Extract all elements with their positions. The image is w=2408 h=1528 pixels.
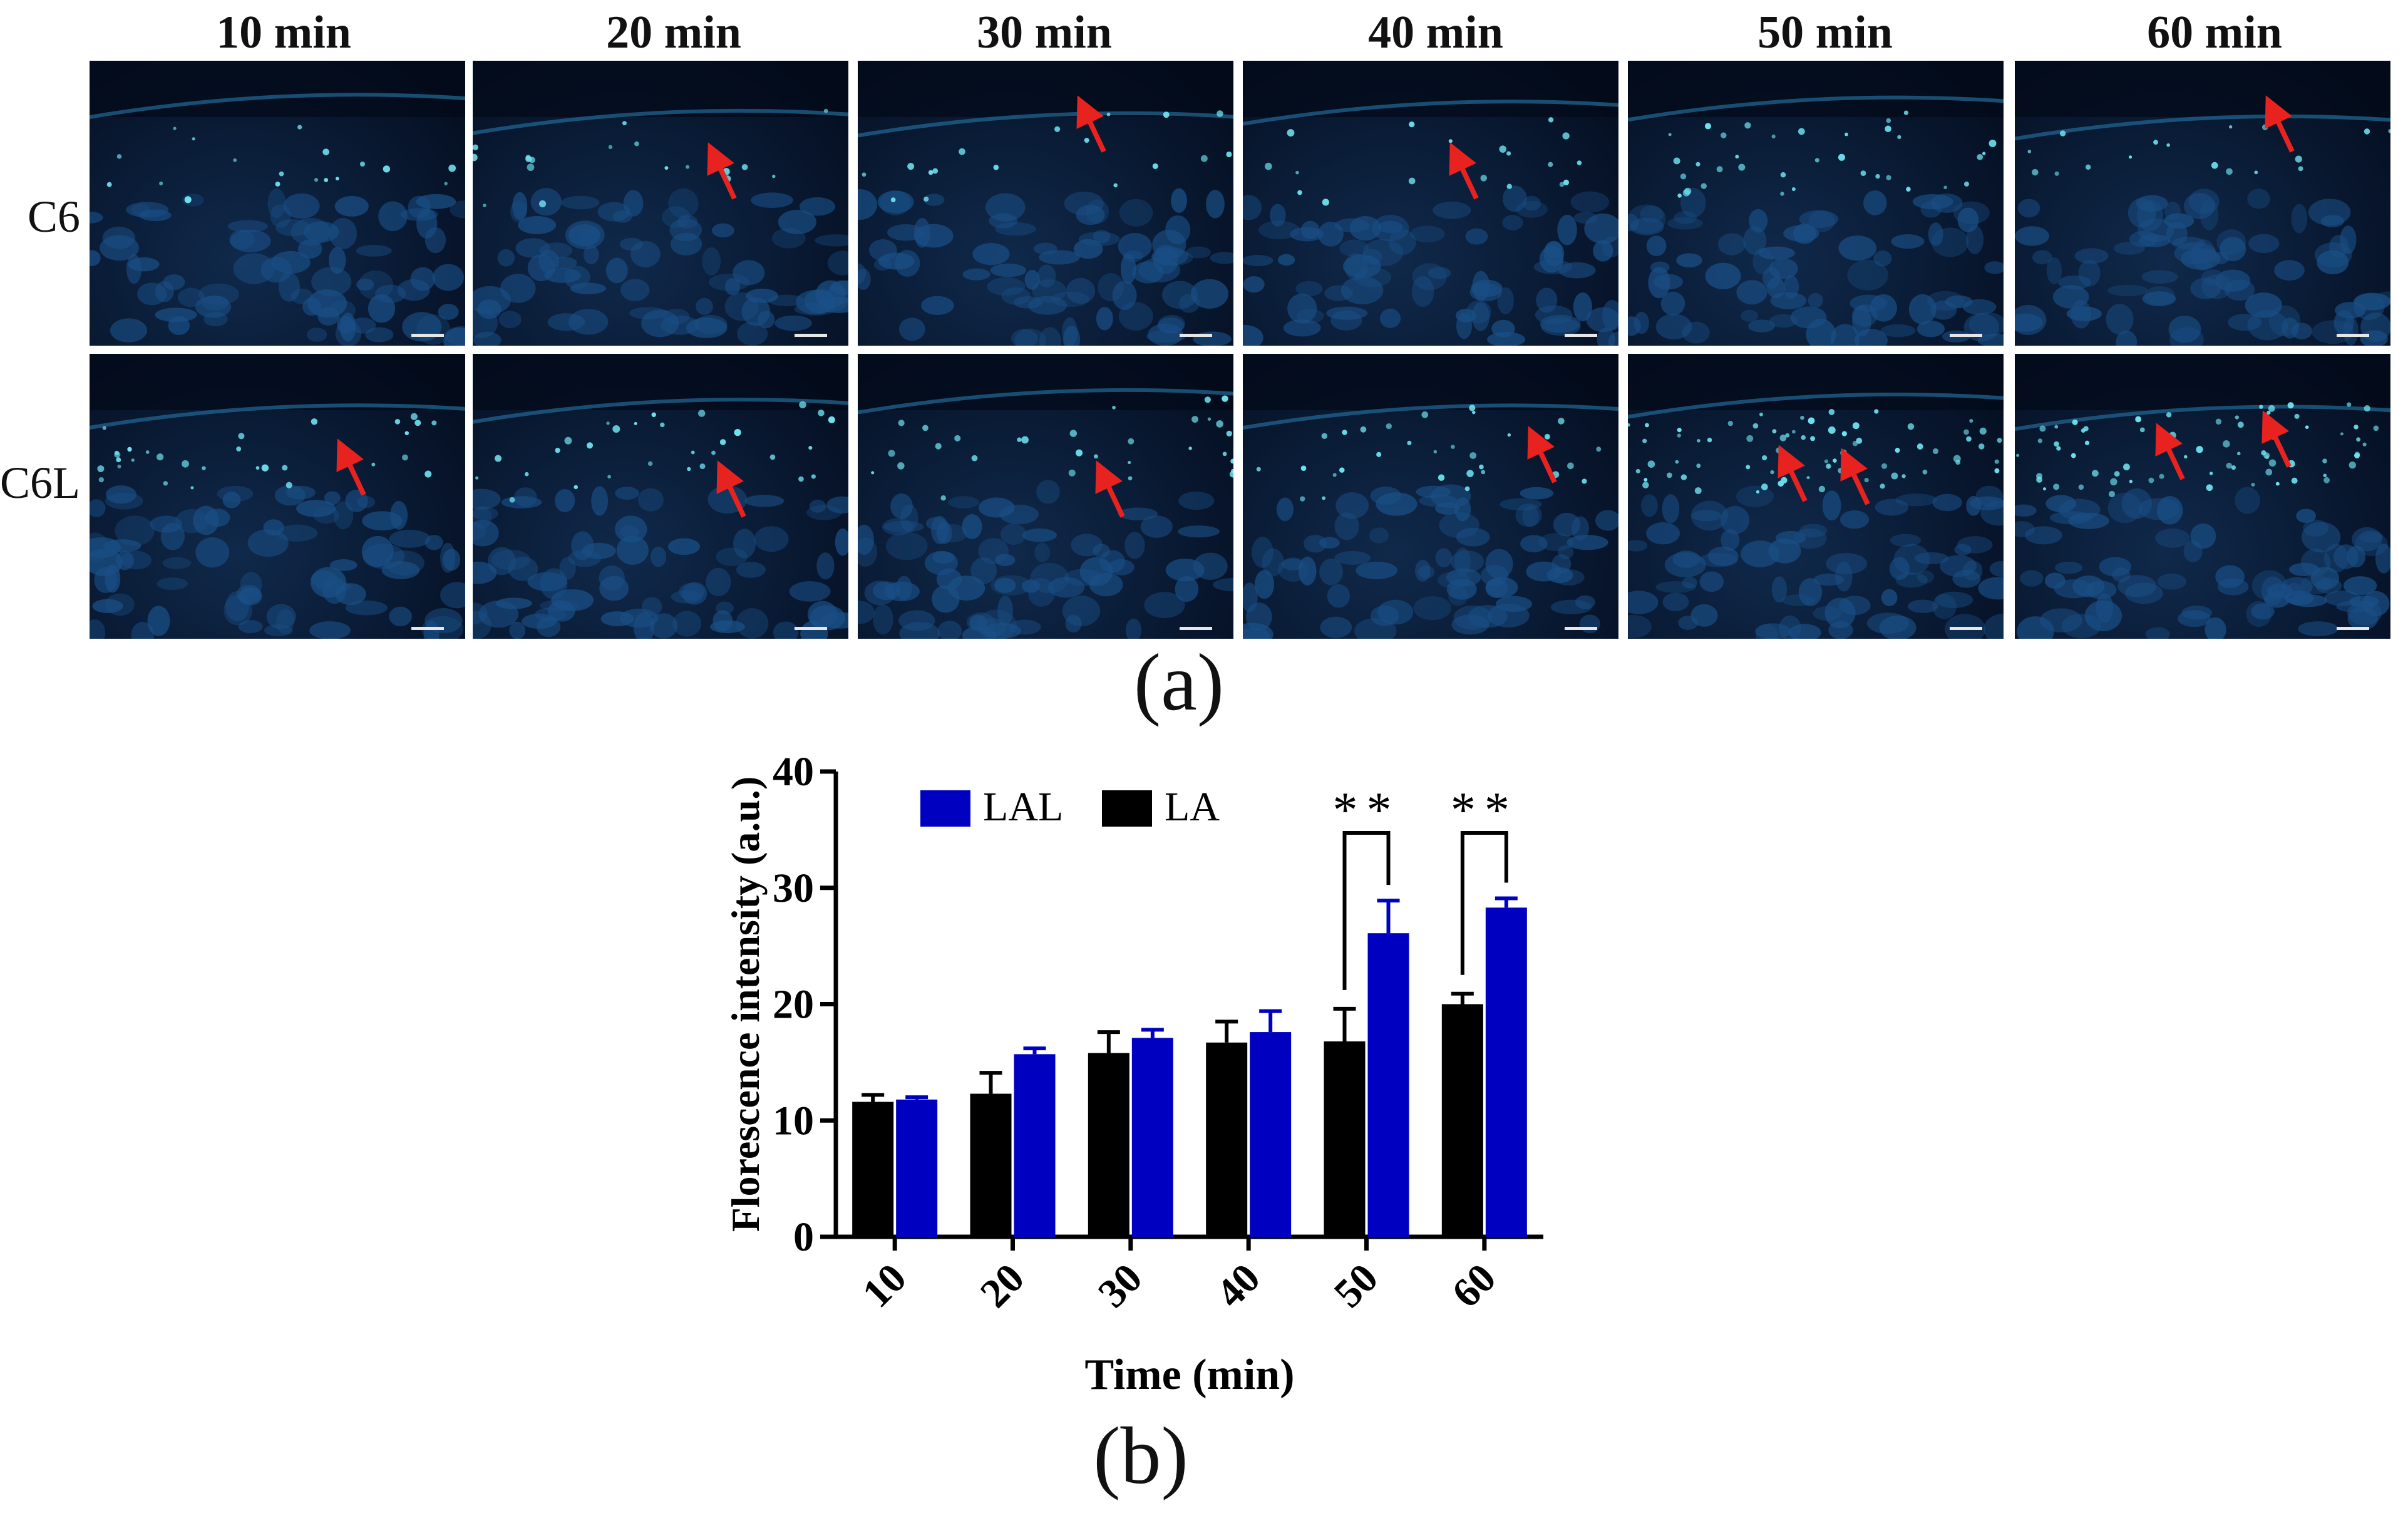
red-arrow — [1076, 95, 1106, 153]
column-header-50-min: 50 min — [1757, 7, 1893, 58]
micrograph-c6l-30-min — [858, 354, 1233, 639]
bar-lal-40 — [1250, 1032, 1292, 1237]
scale-bar — [1565, 334, 1597, 337]
scale-bar — [1180, 627, 1212, 630]
scale-bar — [795, 627, 827, 630]
scale-bar — [795, 334, 827, 337]
significance-label-50: ** — [1333, 783, 1401, 838]
bar-la-40 — [1206, 1042, 1248, 1237]
y-tick-label: 0 — [793, 1214, 814, 1260]
bar-lal-50 — [1367, 933, 1409, 1237]
row-label-c6l: C6L — [0, 458, 81, 508]
y-tick-label: 20 — [773, 982, 814, 1028]
bar-la-30 — [1088, 1053, 1129, 1237]
red-arrow — [716, 460, 746, 518]
bar-lal-60 — [1485, 907, 1527, 1237]
micrograph-c6l-20-min — [473, 354, 848, 639]
red-arrow — [1527, 426, 1557, 483]
bar-lal-10 — [896, 1099, 938, 1237]
red-arrow — [2265, 95, 2295, 153]
legend-swatch-la — [1102, 790, 1152, 827]
row-label-c6: C6 — [28, 192, 81, 242]
micrograph-c6-60-min — [2015, 61, 2390, 346]
micrograph-c6-50-min — [1628, 61, 2004, 346]
y-tick-label: 40 — [773, 749, 814, 795]
scale-bar — [1180, 334, 1212, 337]
legend-swatch-lal — [920, 790, 970, 827]
scale-bar — [411, 627, 444, 630]
micrograph-c6-40-min — [1243, 61, 1618, 346]
red-arrow — [1449, 142, 1479, 200]
significance-label-60: ** — [1451, 783, 1518, 838]
bar-la-50 — [1324, 1041, 1366, 1237]
y-tick-label: 10 — [773, 1098, 814, 1143]
x-tick-label: 20 — [972, 1255, 1033, 1316]
significance-bracket-60 — [1460, 831, 1508, 975]
x-axis-label: Time (min) — [1084, 1351, 1294, 1399]
red-arrow — [1095, 460, 1125, 518]
bar-la-10 — [852, 1102, 894, 1237]
red-arrow — [707, 142, 737, 200]
x-tick-label: 40 — [1207, 1255, 1268, 1316]
x-tick-label: 10 — [853, 1255, 915, 1316]
y-axis-label: Florescence intensity (a.u.) — [723, 777, 768, 1232]
micrograph-c6l-10-min — [90, 354, 465, 639]
micrograph-c6l-50-min — [1628, 354, 2004, 639]
micrograph-c6-20-min — [473, 61, 848, 346]
column-header-20-min: 20 min — [606, 7, 741, 58]
micrograph-c6-30-min — [858, 61, 1233, 346]
red-arrow — [2261, 410, 2292, 468]
red-arrow — [1840, 448, 1870, 505]
micrograph-c6l-60-min — [2015, 354, 2390, 639]
x-tick-label: 50 — [1325, 1255, 1387, 1316]
significance-bracket-50 — [1342, 831, 1391, 990]
y-tick-label: 30 — [773, 865, 814, 911]
panel-label-a: (a) — [1133, 638, 1225, 728]
scale-bar — [1565, 627, 1597, 630]
column-header-30-min: 30 min — [977, 7, 1112, 58]
scale-bar — [411, 334, 444, 337]
x-tick-label: 60 — [1443, 1255, 1505, 1316]
legend-label-la: LA — [1165, 784, 1220, 830]
scale-bar — [2337, 627, 2369, 630]
red-arrow — [2155, 423, 2185, 480]
bar-lal-20 — [1014, 1054, 1056, 1237]
column-header-40-min: 40 min — [1368, 7, 1503, 58]
legend-label-lal: LAL — [983, 784, 1063, 830]
scale-bar — [1950, 627, 1982, 630]
bar-la-20 — [970, 1093, 1012, 1237]
bar-lal-30 — [1131, 1038, 1173, 1237]
red-arrow — [336, 438, 366, 496]
column-header-60-min: 60 min — [2147, 7, 2282, 58]
red-arrow — [1778, 445, 1808, 502]
scale-bar — [1950, 334, 1982, 337]
bar-la-60 — [1441, 1004, 1483, 1237]
micrograph-c6l-40-min — [1243, 354, 1618, 639]
column-header-10-min: 10 min — [216, 7, 351, 58]
scale-bar — [2337, 334, 2369, 337]
micrograph-c6-10-min — [90, 61, 465, 346]
x-tick-label: 30 — [1089, 1255, 1151, 1316]
panel-label-b: (b) — [1093, 1411, 1188, 1501]
